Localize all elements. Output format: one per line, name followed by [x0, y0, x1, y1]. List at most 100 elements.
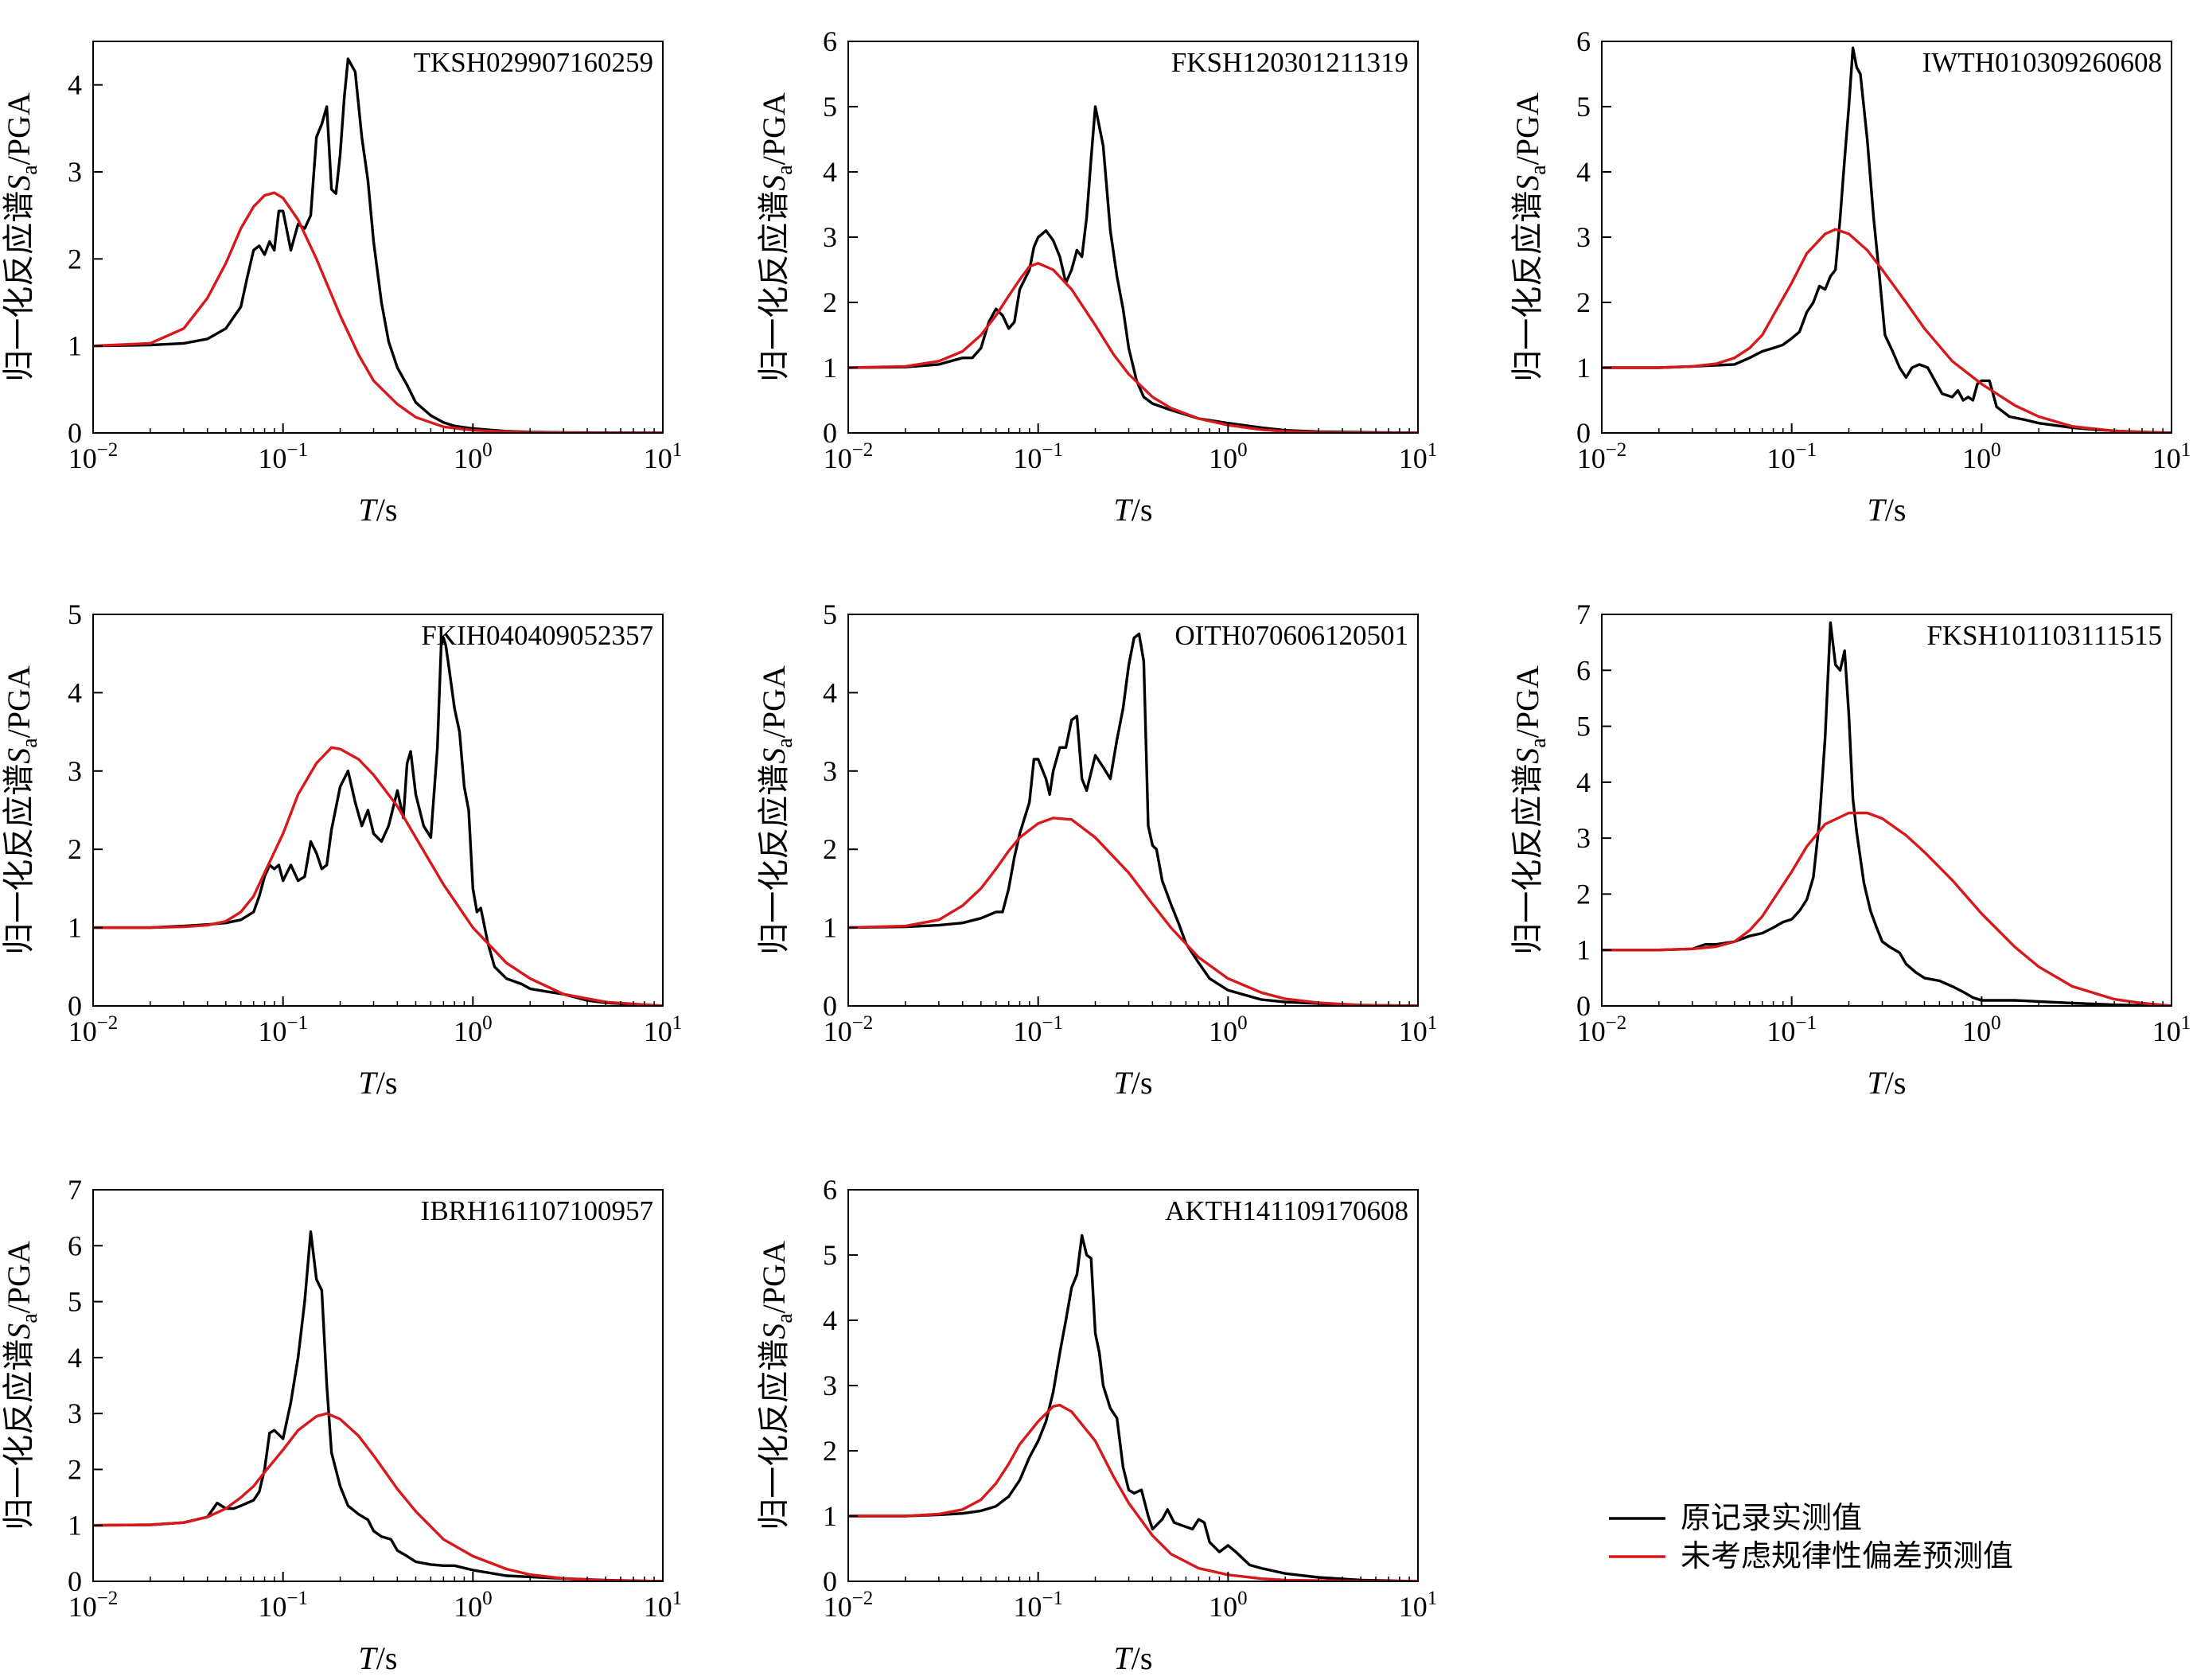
y-axis-subscript: a [773, 1313, 797, 1323]
x-axis-unit: /s [376, 492, 398, 528]
chart-panel-2: 10−2 10−1 100 1010123456FKSH120301211319T/s… [756, 25, 1437, 528]
x-tick-label: 100 [1962, 1012, 2001, 1047]
y-axis-symbol: S [1509, 175, 1545, 191]
x-axis-title: T/s [1114, 492, 1153, 528]
x-tick-exponent: 0 [482, 439, 493, 461]
x-tick-exponent: −1 [1042, 1012, 1063, 1034]
y-tick-label: 6 [823, 25, 837, 57]
x-tick-exponent: 1 [2181, 439, 2191, 461]
x-axis-unit: /s [1132, 492, 1153, 528]
x-tick-base: 10 [824, 1015, 852, 1047]
y-axis-prefix: 归一化反应谱 [1, 764, 37, 955]
y-tick-label: 2 [68, 833, 82, 865]
x-tick-base: 10 [454, 442, 482, 474]
x-tick-exponent: 0 [1991, 1012, 2001, 1034]
x-tick-exponent: −1 [286, 1012, 308, 1034]
y-axis-title: 归一化反应谱Sa/PGA [1, 1241, 42, 1530]
y-axis-subscript: a [18, 1313, 42, 1323]
y-tick-label: 4 [68, 676, 82, 708]
x-axis-title: T/s [359, 1640, 398, 1676]
y-tick-label: 0 [68, 1565, 82, 1597]
y-tick-label: 3 [68, 1397, 82, 1429]
y-tick-label: 2 [68, 243, 82, 275]
y-tick-label: 1 [68, 330, 82, 362]
series-line-predicted [848, 1403, 1418, 1581]
y-tick-label: 6 [1576, 25, 1591, 57]
y-axis-suffix: /PGA [756, 665, 792, 738]
x-tick-base: 10 [258, 442, 286, 474]
x-axis-symbol: T [359, 492, 379, 528]
x-tick-base: 10 [644, 1015, 672, 1047]
y-axis-prefix: 归一化反应谱 [756, 191, 792, 382]
x-tick-exponent: 0 [1237, 1588, 1248, 1609]
x-tick-label: 100 [1209, 439, 1248, 474]
x-axis-title: T/s [359, 492, 398, 528]
y-tick-label: 0 [1576, 990, 1591, 1022]
x-tick-base: 10 [258, 1015, 286, 1047]
x-axis-symbol: T [1114, 1640, 1134, 1676]
x-tick-base: 10 [1209, 1015, 1237, 1047]
y-tick-label: 3 [823, 1370, 837, 1401]
x-tick-label: 101 [644, 1588, 683, 1623]
x-tick-base: 10 [1013, 442, 1042, 474]
series-line-measured [848, 632, 1418, 1006]
x-tick-base: 10 [68, 442, 97, 474]
y-axis-suffix: /PGA [1509, 92, 1545, 165]
series-line-measured [93, 57, 663, 433]
series-line-predicted [93, 191, 663, 433]
y-tick-label: 4 [68, 1342, 82, 1374]
y-tick-label: 3 [823, 755, 837, 787]
x-tick-base: 10 [1962, 442, 1991, 474]
y-axis-suffix: /PGA [1, 92, 37, 165]
series-line-predicted [1602, 228, 2172, 433]
y-tick-label: 5 [823, 598, 837, 630]
x-tick-exponent: 1 [1428, 439, 1438, 461]
x-axis-symbol: T [1114, 492, 1134, 528]
x-tick-label: 10−2 [824, 439, 874, 474]
y-tick-label: 3 [68, 755, 82, 787]
x-tick-exponent: −2 [1606, 439, 1627, 461]
y-axis-subscript: a [773, 165, 797, 175]
x-tick-exponent: −2 [852, 439, 874, 461]
x-tick-label: 10−1 [1766, 1012, 1817, 1047]
chart-panel-6: 10−2 10−1 100 10101234567FKSH101103111515T/… [1509, 598, 2191, 1101]
x-tick-base: 10 [644, 1591, 672, 1623]
y-axis-subscript: a [18, 165, 42, 175]
x-tick-base: 10 [454, 1015, 482, 1047]
y-tick-label: 3 [1576, 221, 1591, 253]
panel-title: IWTH010309260608 [1922, 47, 2162, 78]
plot-frame [1601, 41, 2172, 434]
x-tick-base: 10 [1577, 442, 1606, 474]
x-tick-base: 10 [1013, 1591, 1042, 1623]
y-tick-label: 6 [68, 1230, 82, 1261]
chart-panel-4: 10−2 10−1 100 101012345FKIH040409052357T/s归… [1, 598, 682, 1101]
plot-frame [847, 41, 1419, 434]
x-tick-base: 10 [68, 1015, 97, 1047]
chart-panel-3: 10−2 10−1 100 1010123456IWTH010309260608T/s… [1509, 25, 2191, 528]
y-tick-label: 5 [1576, 711, 1591, 743]
y-tick-label: 2 [1576, 878, 1591, 910]
x-tick-exponent: −1 [286, 1588, 308, 1609]
x-tick-label: 100 [1209, 1588, 1248, 1623]
y-tick-label: 4 [68, 69, 82, 101]
y-axis-prefix: 归一化反应谱 [1, 1339, 37, 1530]
x-axis-symbol: T [1114, 1065, 1134, 1101]
y-axis-subscript: a [1526, 738, 1551, 748]
x-tick-label: 100 [454, 1588, 493, 1623]
x-tick-exponent: 1 [2181, 1012, 2191, 1034]
x-tick-base: 10 [1399, 1015, 1428, 1047]
y-axis-prefix: 归一化反应谱 [1, 191, 37, 382]
y-tick-label: 0 [1576, 417, 1591, 449]
legend-label: 原记录实测值 [1681, 1502, 1862, 1535]
y-tick-label: 2 [823, 1435, 837, 1467]
plot-frame [847, 1189, 1419, 1582]
y-axis-symbol: S [756, 1323, 792, 1339]
panel-title: OITH070606120501 [1174, 620, 1408, 651]
y-tick-label: 1 [823, 1500, 837, 1532]
x-tick-exponent: 0 [1237, 1012, 1248, 1034]
x-tick-exponent: 1 [1428, 1588, 1438, 1609]
y-axis-prefix: 归一化反应谱 [1509, 191, 1545, 382]
x-tick-base: 10 [454, 1591, 482, 1623]
series-line-measured [1602, 46, 2172, 433]
